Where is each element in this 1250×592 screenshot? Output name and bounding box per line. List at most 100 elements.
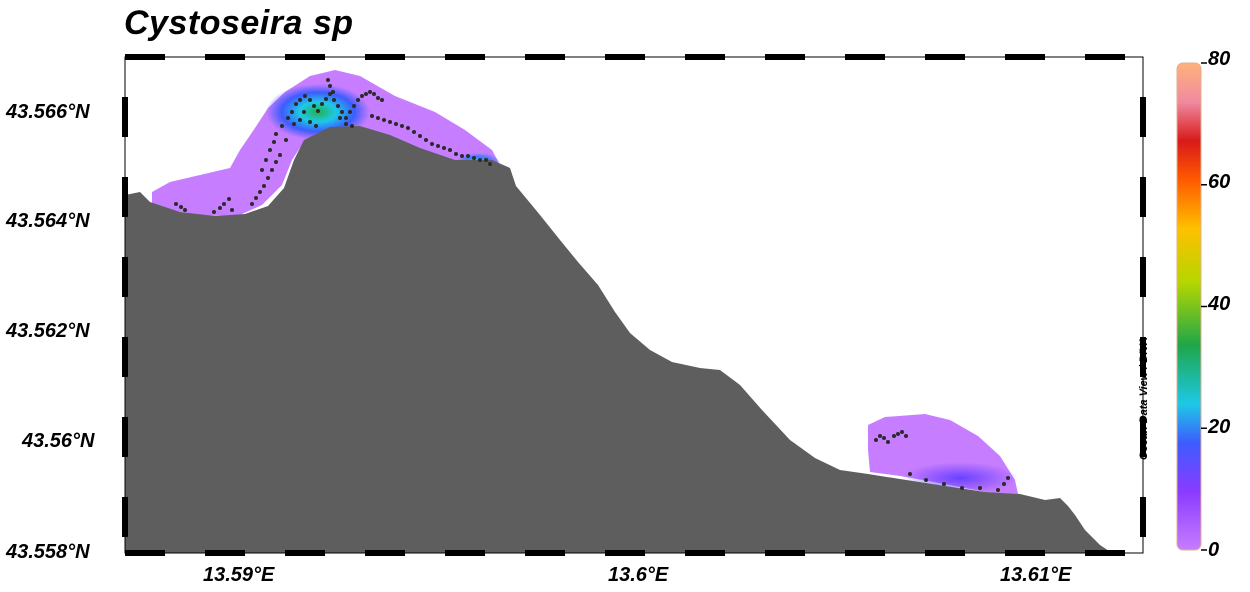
- frame-dash: [925, 550, 965, 556]
- station-dot: [290, 110, 294, 114]
- station-dot: [466, 154, 470, 158]
- station-dot: [264, 158, 268, 162]
- station-dot: [268, 148, 272, 152]
- frame-dash: [1140, 97, 1146, 137]
- station-dot: [324, 97, 328, 101]
- frame-dash: [285, 54, 325, 60]
- station-dot: [266, 176, 270, 180]
- frame-dash: [925, 54, 965, 60]
- frame-dash: [122, 97, 128, 137]
- colorbar: [1176, 62, 1202, 551]
- station-dot: [344, 122, 348, 126]
- station-dot: [472, 156, 476, 160]
- station-dot: [978, 486, 982, 490]
- station-dot: [274, 132, 278, 136]
- lat-tick-label-43.562: 43.562°N: [6, 320, 90, 342]
- station-dot: [380, 98, 384, 102]
- station-dot: [418, 134, 422, 138]
- lon-tick-label-13.6: 13.6°E: [608, 564, 669, 586]
- station-dot: [460, 154, 464, 158]
- station-dot: [484, 158, 488, 162]
- frame-dash: [122, 417, 128, 457]
- interpolated-field-north: [152, 70, 500, 216]
- frame-dash: [122, 177, 128, 217]
- station-dot: [331, 90, 335, 94]
- station-dot: [280, 124, 284, 128]
- station-dot: [370, 114, 374, 118]
- station-dot: [430, 142, 434, 146]
- station-dot: [364, 92, 368, 96]
- frame-dash: [122, 497, 128, 537]
- station-dot: [326, 78, 330, 82]
- station-dot: [298, 118, 302, 122]
- station-dot: [344, 116, 348, 120]
- station-dot: [878, 434, 882, 438]
- station-dot: [436, 144, 440, 148]
- station-dot: [230, 208, 234, 212]
- frame-dash: [445, 550, 485, 556]
- station-dot: [260, 168, 264, 172]
- station-dot: [250, 202, 254, 206]
- station-dot: [924, 478, 928, 482]
- station-dot: [336, 104, 340, 108]
- station-dot: [258, 190, 262, 194]
- frame-dash: [125, 54, 165, 60]
- frame-dash: [765, 550, 805, 556]
- station-dot: [183, 208, 187, 212]
- station-dot: [382, 118, 386, 122]
- station-dot: [442, 146, 446, 150]
- station-dot: [904, 434, 908, 438]
- station-dot: [272, 140, 276, 144]
- station-dot: [292, 122, 296, 126]
- frame-dash: [845, 54, 885, 60]
- station-dot: [406, 126, 410, 130]
- station-dot: [448, 148, 452, 152]
- station-dot: [1006, 476, 1010, 480]
- frame-dash: [205, 54, 245, 60]
- station-dot: [942, 482, 946, 486]
- station-dot: [960, 486, 964, 490]
- frame-dash: [365, 550, 405, 556]
- station-dot: [278, 153, 282, 157]
- station-dot: [308, 98, 312, 102]
- lon-tick-label-13.61: 13.61°E: [1000, 564, 1072, 586]
- frame-dash: [122, 257, 128, 297]
- lon-tick-label-13.59: 13.59°E: [203, 564, 275, 586]
- station-dot: [900, 430, 904, 434]
- station-dot: [368, 90, 372, 94]
- frame-dash: [525, 54, 565, 60]
- frame-dash: [685, 54, 725, 60]
- frame-dash: [365, 54, 405, 60]
- station-dot: [298, 98, 302, 102]
- station-dot: [303, 94, 307, 98]
- station-dot: [332, 98, 336, 102]
- station-dot: [340, 110, 344, 114]
- frame-dash: [1085, 54, 1125, 60]
- frame-dash: [605, 54, 645, 60]
- station-dot: [394, 122, 398, 126]
- station-dot: [222, 202, 226, 206]
- station-dot: [896, 432, 900, 436]
- frame-dash: [445, 54, 485, 60]
- station-dot: [328, 92, 332, 96]
- station-dot: [400, 124, 404, 128]
- station-dot: [212, 210, 216, 214]
- station-dot: [316, 109, 320, 113]
- station-dot: [908, 472, 912, 476]
- land-mass: [125, 126, 1112, 553]
- station-dot: [270, 168, 274, 172]
- station-dot: [1002, 482, 1006, 486]
- frame-dash: [1140, 497, 1146, 537]
- station-dot: [302, 110, 306, 114]
- station-dot: [454, 152, 458, 156]
- colorbar-label-60: 60: [1208, 171, 1231, 193]
- station-dot: [314, 124, 318, 128]
- station-dots: [174, 78, 1010, 492]
- station-dot: [886, 440, 890, 444]
- station-dot: [320, 102, 324, 106]
- station-dot: [488, 162, 492, 166]
- frame-dash: [285, 550, 325, 556]
- frame-dash: [1085, 550, 1125, 556]
- station-dot: [328, 84, 332, 88]
